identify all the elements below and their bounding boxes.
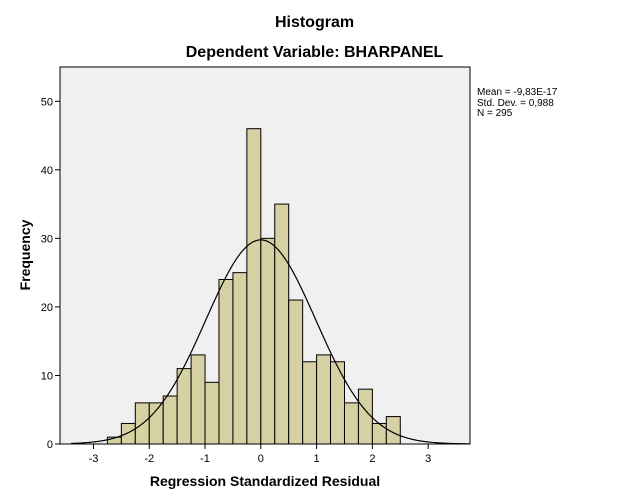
y-tick-label: 0 bbox=[47, 439, 53, 451]
normal-curve bbox=[71, 239, 471, 445]
x-axis: -3 -2 -1 0 1 2 3 bbox=[89, 444, 431, 465]
histogram-bar bbox=[232, 272, 248, 445]
stats-legend: Mean = -9,83E-17 Std. Dev. = 0,988 N = 2… bbox=[477, 87, 558, 120]
chart-title: Histogram bbox=[274, 14, 355, 31]
histogram-bar bbox=[316, 354, 332, 445]
x-tick-label: -1 bbox=[200, 453, 210, 465]
y-tick-label: 10 bbox=[41, 370, 53, 382]
histogram-bar bbox=[302, 361, 318, 445]
x-axis-label: Regression Standardized Residual bbox=[150, 473, 380, 489]
x-tick-label: 0 bbox=[258, 453, 264, 465]
histogram-bar bbox=[120, 422, 136, 445]
y-tick-label: 40 bbox=[41, 165, 53, 177]
histogram-bar bbox=[371, 422, 387, 445]
stats-std-dev: Std. Dev. = 0,988 bbox=[477, 97, 554, 109]
histogram-bar bbox=[246, 128, 262, 445]
histogram-bar bbox=[343, 402, 359, 445]
y-axis-label: Frequency bbox=[17, 219, 33, 290]
histogram-bar bbox=[274, 203, 290, 445]
x-tick-label: 1 bbox=[314, 453, 320, 465]
histogram-bar bbox=[176, 368, 192, 445]
x-tick-label: -2 bbox=[144, 453, 154, 465]
x-tick-label: 2 bbox=[369, 453, 375, 465]
histogram-bar bbox=[330, 361, 345, 445]
histogram-bar bbox=[190, 354, 206, 445]
histogram-bar bbox=[288, 299, 304, 445]
histogram-bar bbox=[148, 402, 164, 445]
y-axis: 0 10 20 30 40 50 bbox=[41, 96, 60, 451]
x-tick-label: -3 bbox=[89, 453, 99, 465]
y-tick-label: 30 bbox=[41, 233, 53, 245]
x-tick-label: 3 bbox=[425, 453, 431, 465]
y-tick-label: 20 bbox=[41, 302, 53, 314]
histogram-bar bbox=[260, 237, 276, 445]
stats-mean: Mean = -9,83E-17 bbox=[477, 87, 558, 98]
chart-subtitle: Dependent Variable: BHARPANEL bbox=[185, 44, 444, 61]
histogram-bar bbox=[162, 395, 178, 445]
stats-n: N = 295 bbox=[477, 108, 513, 119]
histogram-bar bbox=[357, 388, 373, 445]
histogram-bar bbox=[218, 278, 234, 445]
y-tick-label: 50 bbox=[41, 96, 53, 108]
histogram-bar bbox=[204, 381, 220, 445]
histogram-bar bbox=[385, 416, 401, 445]
